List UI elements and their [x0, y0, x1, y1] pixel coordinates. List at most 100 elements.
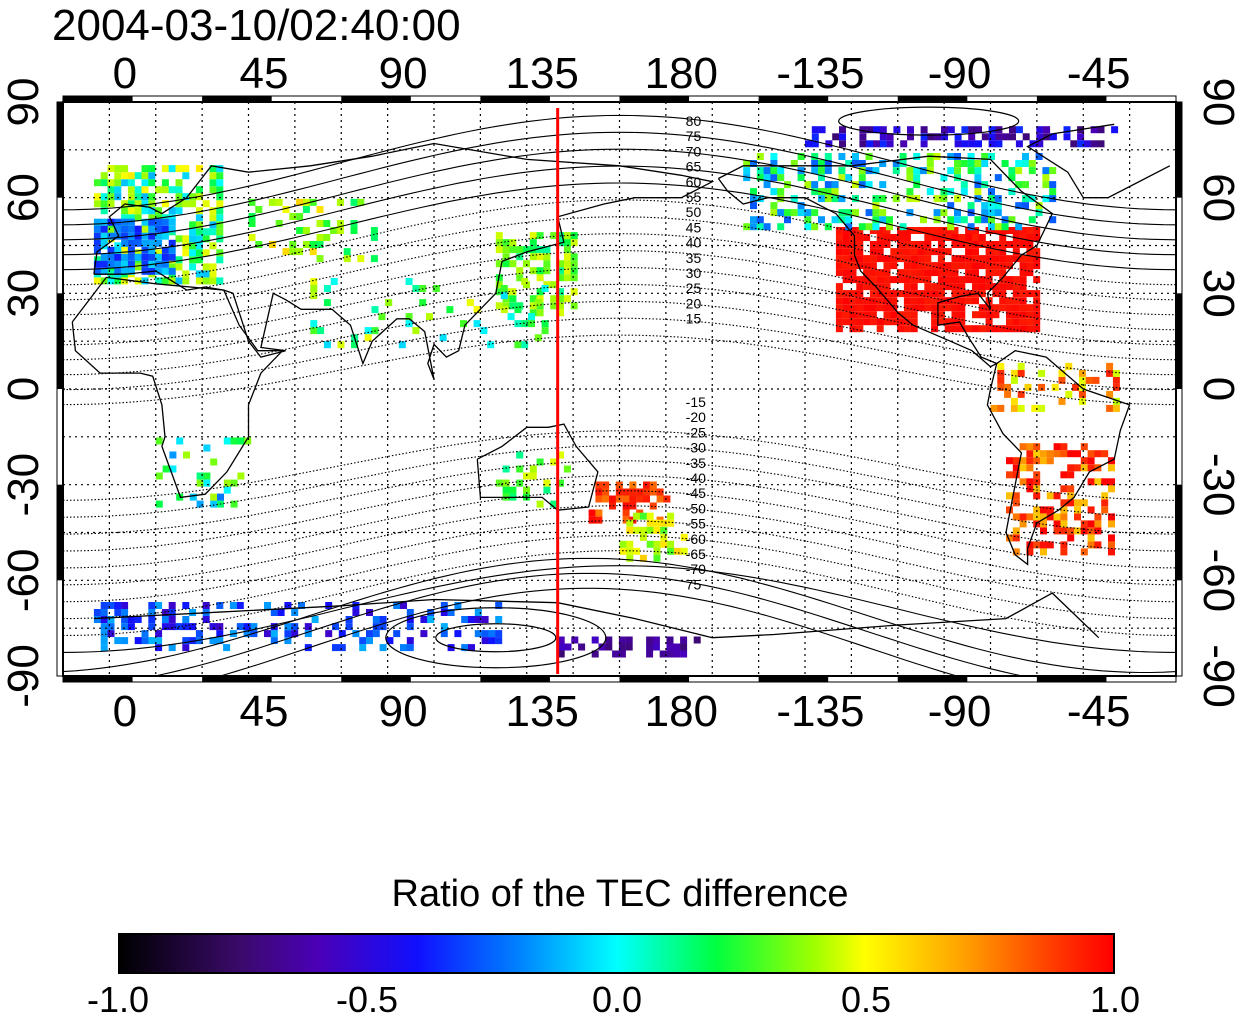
tec-cell [357, 198, 365, 206]
lat-label-left: -60 [0, 549, 48, 613]
tec-cell [835, 227, 843, 234]
tec-cell [216, 623, 224, 631]
tec-cell [931, 269, 939, 277]
tec-cell [958, 283, 966, 291]
lon-label-bottom: 135 [505, 687, 578, 736]
tec-cell [883, 241, 891, 248]
tec-cell [756, 174, 764, 182]
contour-line [63, 520, 1176, 603]
tec-cell [1087, 506, 1095, 514]
tec-cell [516, 465, 524, 473]
tec-cell [849, 227, 857, 234]
tec-cell [1038, 404, 1046, 412]
tec-cell [196, 500, 204, 508]
tec-cell [1033, 227, 1041, 234]
tec-cell [502, 260, 510, 268]
tec-cell [189, 493, 197, 501]
tec-cell [910, 255, 918, 263]
tec-cell [1006, 276, 1013, 284]
tec-cell [890, 311, 898, 319]
tec-cell [872, 167, 880, 175]
tec-cell [1009, 126, 1016, 134]
tec-cell [557, 650, 565, 658]
tec-cell [920, 167, 927, 175]
tec-cell [127, 179, 135, 187]
tec-cell [481, 637, 489, 645]
tec-cell [107, 193, 115, 201]
tec-cell [626, 526, 634, 534]
tec-cell [500, 285, 508, 292]
tec-cell [216, 207, 224, 215]
lon-label-bottom: 90 [379, 687, 428, 736]
tec-cell [1006, 534, 1013, 542]
tec-cell [289, 241, 297, 248]
tec-cell [951, 318, 959, 326]
tec-cell [1026, 457, 1034, 465]
contour-label: -60 [686, 531, 706, 547]
tec-cell [907, 133, 914, 141]
tec-cell [114, 225, 122, 233]
tec-cell [127, 260, 135, 268]
tec-cell [859, 133, 867, 141]
tec-cell [1072, 383, 1080, 391]
tec-cell [835, 318, 843, 326]
tec-cell [304, 630, 312, 638]
lon-label-top: -90 [928, 49, 992, 98]
tec-cell [660, 526, 668, 534]
tec-cell [563, 253, 571, 261]
tec-cell [507, 313, 515, 321]
tec-cell [917, 269, 925, 277]
tec-cell [1078, 390, 1086, 398]
tec-cell [1012, 276, 1020, 284]
tec-cell [529, 232, 537, 240]
tec-cell [988, 153, 995, 160]
tec-cell [849, 234, 857, 241]
tec-cell [359, 644, 367, 652]
tec-cell [673, 547, 681, 555]
tec-cell [488, 630, 496, 638]
tec-cell [1067, 534, 1075, 542]
tec-cell [495, 260, 503, 268]
tec-cell [903, 234, 911, 241]
frame-band-segment [1176, 293, 1182, 389]
tec-cell [856, 318, 864, 326]
colorbar-title: Ratio of the TEC difference [391, 873, 849, 915]
tec-cell [148, 602, 156, 609]
tec-cell [890, 297, 898, 305]
tec-cell [1026, 325, 1034, 333]
tec-cell [1006, 304, 1013, 312]
contour-line [152, 572, 1026, 676]
tec-cell [659, 650, 667, 658]
tec-cell [189, 200, 197, 208]
tec-cell [1043, 126, 1051, 134]
tec-cell [1006, 283, 1013, 291]
tec-cell [958, 311, 966, 319]
tec-cell [883, 283, 891, 291]
tec-cell [100, 200, 108, 208]
tec-cell [595, 488, 603, 496]
tec-cell [992, 248, 1000, 256]
tec-cell [872, 202, 880, 210]
tec-cell [302, 206, 310, 213]
tec-cell [1094, 541, 1102, 549]
tec-cell [988, 223, 995, 231]
frame-band-segment [202, 676, 272, 682]
tec-cell [999, 290, 1007, 298]
tec-cell [1033, 234, 1041, 241]
tec-cell [107, 246, 115, 254]
tec-cell [216, 200, 224, 208]
tec-cell [310, 292, 318, 300]
tec-cell [169, 451, 177, 459]
tec-cell [141, 193, 149, 201]
tec-cell [818, 167, 825, 175]
contour-label: 25 [686, 280, 702, 296]
contour-line [63, 317, 1176, 391]
tec-cell [609, 502, 616, 510]
tec-cell [536, 295, 544, 303]
tec-cell [570, 267, 578, 275]
tec-cell [1067, 485, 1075, 493]
tec-cell [1004, 383, 1012, 391]
tec-cell [856, 262, 864, 270]
tec-cell [93, 239, 101, 247]
tec-cell [965, 276, 973, 284]
